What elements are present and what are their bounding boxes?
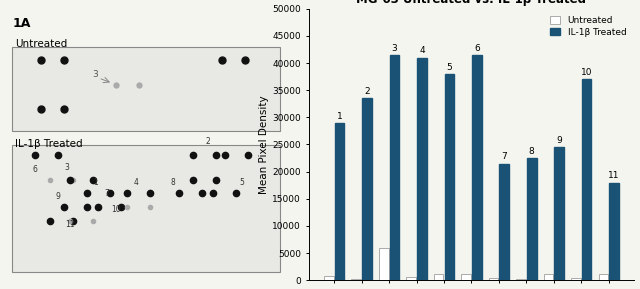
Legend: Untreated, IL-1β Treated: Untreated, IL-1β Treated: [547, 13, 629, 39]
Bar: [434, 274, 444, 280]
Bar: [390, 55, 399, 280]
Text: IL-1β Treated: IL-1β Treated: [15, 139, 83, 149]
Text: 4: 4: [419, 47, 425, 55]
Bar: [472, 55, 482, 280]
Bar: [335, 123, 344, 280]
Text: 3: 3: [392, 44, 397, 53]
Text: 2: 2: [364, 87, 370, 96]
Text: 6: 6: [33, 165, 38, 174]
Bar: [12, 47, 280, 131]
Text: 11: 11: [608, 171, 620, 180]
Bar: [489, 278, 499, 280]
Bar: [499, 164, 509, 280]
Text: 1: 1: [337, 112, 342, 121]
Text: 4: 4: [133, 178, 138, 187]
Text: 3: 3: [65, 163, 69, 172]
Text: Untreated: Untreated: [15, 38, 67, 49]
Text: 1: 1: [93, 178, 98, 187]
Bar: [598, 274, 608, 280]
Bar: [351, 279, 361, 280]
Bar: [417, 58, 427, 280]
Text: 5: 5: [240, 178, 244, 187]
Bar: [554, 147, 564, 280]
Text: 2: 2: [205, 138, 210, 147]
Text: 7: 7: [104, 189, 109, 198]
Bar: [527, 158, 536, 280]
Text: 8: 8: [171, 178, 175, 187]
Title: MG-63 Untreated vs. IL-1β Treated: MG-63 Untreated vs. IL-1β Treated: [356, 0, 586, 6]
Text: 5: 5: [447, 63, 452, 72]
Text: 1A: 1A: [12, 17, 31, 30]
Text: 8: 8: [529, 147, 534, 156]
Y-axis label: Mean Pixel Density: Mean Pixel Density: [259, 95, 269, 194]
Bar: [12, 144, 280, 272]
Text: 6: 6: [474, 44, 479, 53]
Text: 11: 11: [65, 220, 74, 229]
Bar: [461, 274, 471, 280]
Text: 7: 7: [501, 152, 507, 161]
Bar: [543, 274, 553, 280]
Bar: [582, 79, 591, 280]
Bar: [571, 278, 580, 280]
Text: 10: 10: [581, 68, 593, 77]
Bar: [379, 248, 388, 280]
Text: 3: 3: [93, 70, 99, 79]
Bar: [324, 276, 333, 280]
Bar: [362, 98, 372, 280]
Bar: [609, 183, 619, 280]
Text: 10: 10: [111, 205, 120, 214]
Text: 9: 9: [556, 136, 562, 145]
Bar: [445, 74, 454, 280]
Bar: [516, 279, 526, 280]
Text: 9: 9: [56, 192, 61, 201]
Bar: [406, 277, 416, 280]
